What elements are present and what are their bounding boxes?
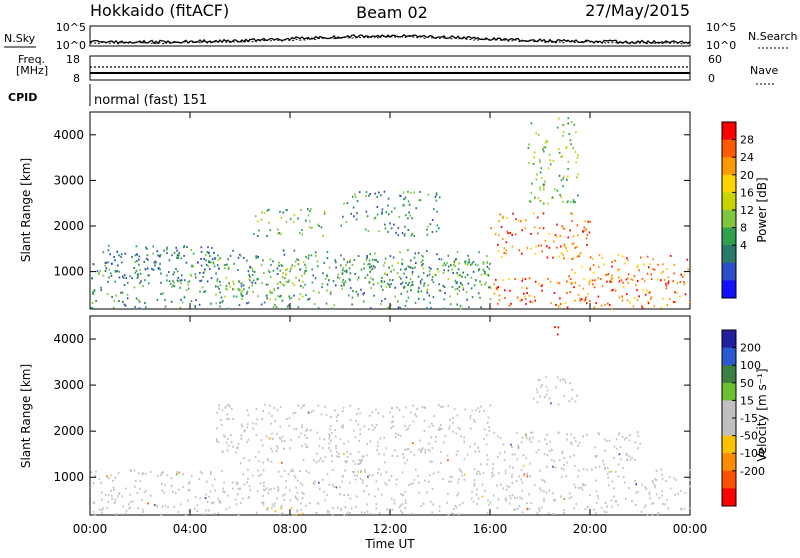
- n-sky-tick-low: 10^0: [56, 39, 86, 52]
- x-tick-label: 08:00: [273, 522, 308, 536]
- velocity-ytick-label: 4000: [53, 332, 84, 346]
- power-bar-swatch: [722, 174, 736, 193]
- n-search-tick-high: 10^5: [706, 21, 736, 34]
- station-title: Hokkaido (fitACF): [90, 1, 229, 20]
- velocity-region-1: [215, 403, 492, 466]
- power-bar-tick-label: 20: [740, 169, 754, 182]
- x-tick-label: 04:00: [173, 522, 208, 536]
- n-sky-line: [89, 33, 691, 45]
- power-bar-swatch: [722, 210, 736, 229]
- velocity-ytick-label: 3000: [53, 378, 84, 392]
- velocity-ytick-label: 1000: [53, 470, 84, 484]
- velocity-bar-swatch: [722, 365, 736, 384]
- power-bar-tick-label: 4: [740, 239, 747, 252]
- velocity-bar-tick-label: 200: [740, 342, 761, 355]
- velocity-bar-swatch: [722, 347, 736, 366]
- velocity-bar-tick-label: 50: [740, 377, 754, 390]
- date-title: 27/May/2015: [585, 1, 690, 20]
- freq-strip-frame: [89, 55, 691, 81]
- freq-tick-low: 8: [73, 72, 80, 85]
- velocity-bar-tick-label: -50: [740, 430, 758, 443]
- n-search-line: [89, 35, 691, 45]
- velocity-region-5: [554, 326, 560, 336]
- power-bar-label: Power [dB]: [755, 177, 769, 242]
- power-bar-swatch: [722, 139, 736, 158]
- power-ytick-label: 2000: [53, 219, 84, 233]
- freq-tick-high: 18: [66, 53, 80, 66]
- power-region-0: [90, 249, 492, 310]
- freq-label-2: [MHz]: [16, 64, 48, 77]
- power-bar-swatch: [722, 227, 736, 246]
- velocity-panel-frame: [89, 315, 691, 516]
- power-bar-tick-label: 8: [740, 222, 747, 235]
- cpid-text: normal (fast) 151: [94, 93, 207, 108]
- power-ytick-label: 1000: [53, 265, 84, 279]
- n-sky-label: N.Sky: [4, 32, 36, 45]
- x-tick-label: 16:00: [473, 522, 508, 536]
- power-region-7: [490, 212, 591, 260]
- velocity-bar-swatch: [722, 453, 736, 472]
- nave-label: Nave: [750, 64, 778, 77]
- cpid-label: CPID: [8, 91, 37, 104]
- power-region-3: [253, 208, 326, 237]
- velocity-bar-label: Velocity [m s⁻¹]: [755, 368, 769, 461]
- velocity-bar-tick-label: -100: [740, 447, 765, 460]
- x-tick-label: 00:00: [73, 522, 108, 536]
- velocity-ytick-label: 2000: [53, 424, 84, 438]
- velocity-region-2: [492, 431, 642, 470]
- velocity-bar-tick-label: 100: [740, 359, 761, 372]
- velocity-bar-tick-label: 15: [740, 394, 754, 407]
- x-tick-label: 20:00: [573, 522, 608, 536]
- beam-title: Beam 02: [356, 3, 428, 22]
- power-bar-tick-label: 16: [740, 186, 754, 199]
- power-region-8: [568, 253, 689, 287]
- power-region-6: [490, 276, 691, 310]
- power-bar-swatch: [722, 157, 736, 176]
- power-bar-tick-label: 12: [740, 204, 754, 217]
- n-sky-tick-high: 10^5: [56, 21, 86, 34]
- velocity-bar-swatch: [722, 435, 736, 454]
- velocity-region-0: [90, 468, 691, 516]
- power-bar-swatch: [722, 280, 736, 299]
- power-region-2: [215, 258, 317, 301]
- nave-tick-high: 60: [708, 53, 722, 66]
- n-search-tick-low: 10^0: [706, 39, 736, 52]
- power-bar-swatch: [722, 262, 736, 281]
- velocity-region-6: [532, 376, 578, 406]
- velocity-bar-swatch: [722, 400, 736, 419]
- power-bar-tick-label: 24: [740, 151, 754, 164]
- velocity-bar-tick-label: -15: [740, 412, 758, 425]
- freq-label-1: Freq.: [18, 53, 45, 66]
- power-ytick-label: 4000: [53, 128, 84, 142]
- velocity-bar-swatch: [722, 488, 736, 507]
- power-bar-tick-label: 28: [740, 134, 754, 147]
- velocity-bar-tick-label: -200: [740, 465, 765, 478]
- noise-strip-frame: [89, 25, 691, 47]
- power-region-1: [104, 244, 217, 283]
- power-bar-swatch: [722, 245, 736, 264]
- power-bar-swatch: [722, 192, 736, 211]
- n-search-label: N.Search: [748, 30, 798, 43]
- power-bar-swatch: [722, 122, 736, 141]
- velocity-bar-swatch: [722, 382, 736, 401]
- power-ylabel: Slant Range [km]: [19, 158, 33, 262]
- power-region-5: [340, 190, 441, 237]
- velocity-bar-swatch: [722, 470, 736, 489]
- power-ytick-label: 3000: [53, 173, 84, 187]
- velocity-bar-swatch: [722, 418, 736, 437]
- power-region-9: [527, 117, 579, 205]
- x-tick-label: 00:00: [673, 522, 708, 536]
- velocity-bar-swatch: [722, 330, 736, 349]
- velocity-ylabel: Slant Range [km]: [19, 364, 33, 468]
- velocity-region-4: [340, 503, 378, 514]
- nave-tick-low: 0: [708, 72, 715, 85]
- power-region-4: [328, 258, 491, 292]
- x-tick-label: 12:00: [373, 522, 408, 536]
- time-ut-label: Time UT: [364, 537, 415, 551]
